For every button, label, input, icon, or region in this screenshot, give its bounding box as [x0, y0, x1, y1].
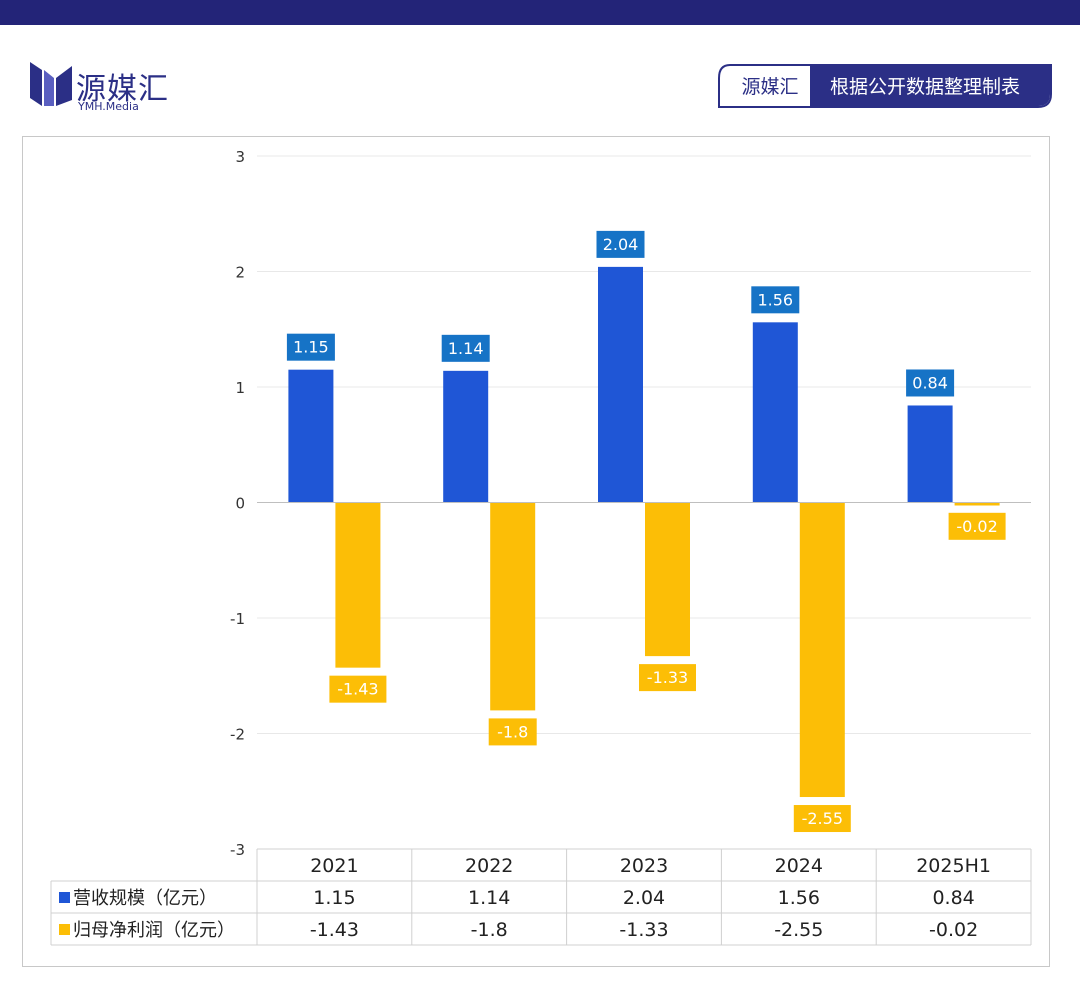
y-tick-label: -2	[230, 726, 245, 744]
legend-label-profit: 归母净利润（亿元）	[73, 920, 235, 941]
data-label-bg-profit	[488, 718, 537, 746]
source-tag: 源媒汇 根据公开数据整理制表	[718, 64, 1052, 108]
table-cell-value: -2.55	[774, 919, 823, 941]
table-cell-value: -0.02	[929, 919, 978, 941]
data-label-bg-revenue	[286, 333, 335, 361]
data-label-bg-revenue	[441, 334, 490, 362]
bar-revenue-2021	[288, 369, 334, 503]
x-category-label: 2021	[310, 855, 358, 877]
legend-swatch-profit	[59, 924, 70, 935]
data-label-bg-revenue	[751, 286, 800, 314]
bar-profit-2021	[335, 502, 381, 668]
logo-mark-icon	[30, 62, 72, 106]
bar-chart: 3 2 1 0 -1 -2 -3 1.15 -1.43 1.14 -1.8 2.04 -1.33 1.56…	[50, 148, 1032, 946]
data-label-bg-profit	[793, 805, 851, 833]
x-category-label: 2022	[465, 855, 513, 877]
x-category-label: 2025H1	[916, 855, 991, 877]
source-text: 根据公开数据整理制表	[829, 76, 1020, 98]
x-category-label: 2024	[775, 855, 823, 877]
y-tick-label: 0	[235, 495, 245, 513]
data-label-profit-2023: -1.33	[647, 668, 688, 687]
data-label-bg-profit	[639, 664, 696, 692]
data-label-bg-revenue	[596, 230, 645, 258]
data-label-revenue-2023: 2.04	[603, 235, 639, 254]
bar-revenue-2025H1	[907, 405, 953, 503]
y-tick-label: 3	[235, 148, 245, 166]
data-label-profit-2025H1: -0.02	[956, 517, 997, 536]
data-label-bg-profit	[329, 675, 387, 703]
table-cell-value: 0.84	[932, 887, 974, 909]
brand-name-en: YMH.Media	[78, 100, 139, 113]
table-cell-value: 1.15	[313, 887, 355, 909]
legend-swatch-revenue	[59, 892, 70, 903]
y-tick-label: 1	[235, 379, 245, 397]
bar-revenue-2022	[443, 370, 489, 503]
chart-container: 3 2 1 0 -1 -2 -3 1.15 -1.43 1.14 -1.8 2.04 -1.33 1.56…	[22, 136, 1050, 967]
data-label-profit-2024: -2.55	[802, 809, 843, 828]
bar-profit-2025H1	[954, 502, 1000, 506]
data-label-revenue-2021: 1.15	[293, 338, 329, 357]
source-brand: 源媒汇	[741, 76, 799, 98]
y-tick-label: -3	[230, 841, 245, 859]
bar-revenue-2024	[752, 322, 798, 503]
data-label-bg-revenue	[906, 369, 955, 397]
bar-profit-2024	[799, 502, 845, 798]
table-cell-value: 2.04	[623, 887, 665, 909]
data-label-revenue-2025H1: 0.84	[912, 373, 948, 392]
x-category-label: 2023	[620, 855, 668, 877]
data-label-bg-profit	[948, 512, 1006, 540]
y-tick-label: 2	[235, 264, 245, 282]
data-label-revenue-2022: 1.14	[448, 339, 484, 358]
y-tick-label: -1	[230, 610, 245, 628]
table-cell-value: 1.14	[468, 887, 510, 909]
source-tag-background	[718, 64, 1052, 108]
data-label-profit-2022: -1.8	[497, 722, 528, 741]
table-cell-value: -1.33	[619, 919, 668, 941]
table-cell-value: -1.8	[471, 919, 508, 941]
brand-logo: 源媒汇 YMH.Media	[28, 60, 188, 116]
table-cell-value: 1.56	[778, 887, 820, 909]
table-cell-value: -1.43	[310, 919, 359, 941]
bar-profit-2022	[490, 502, 536, 711]
brand-name: 源媒汇	[76, 72, 169, 107]
bar-revenue-2023	[598, 266, 643, 503]
data-label-profit-2021: -1.43	[337, 680, 378, 699]
data-label-revenue-2024: 1.56	[757, 290, 793, 309]
bar-profit-2023	[645, 502, 690, 657]
legend-label-revenue: 营收规模（亿元）	[73, 888, 217, 909]
top-banner	[0, 0, 1080, 25]
